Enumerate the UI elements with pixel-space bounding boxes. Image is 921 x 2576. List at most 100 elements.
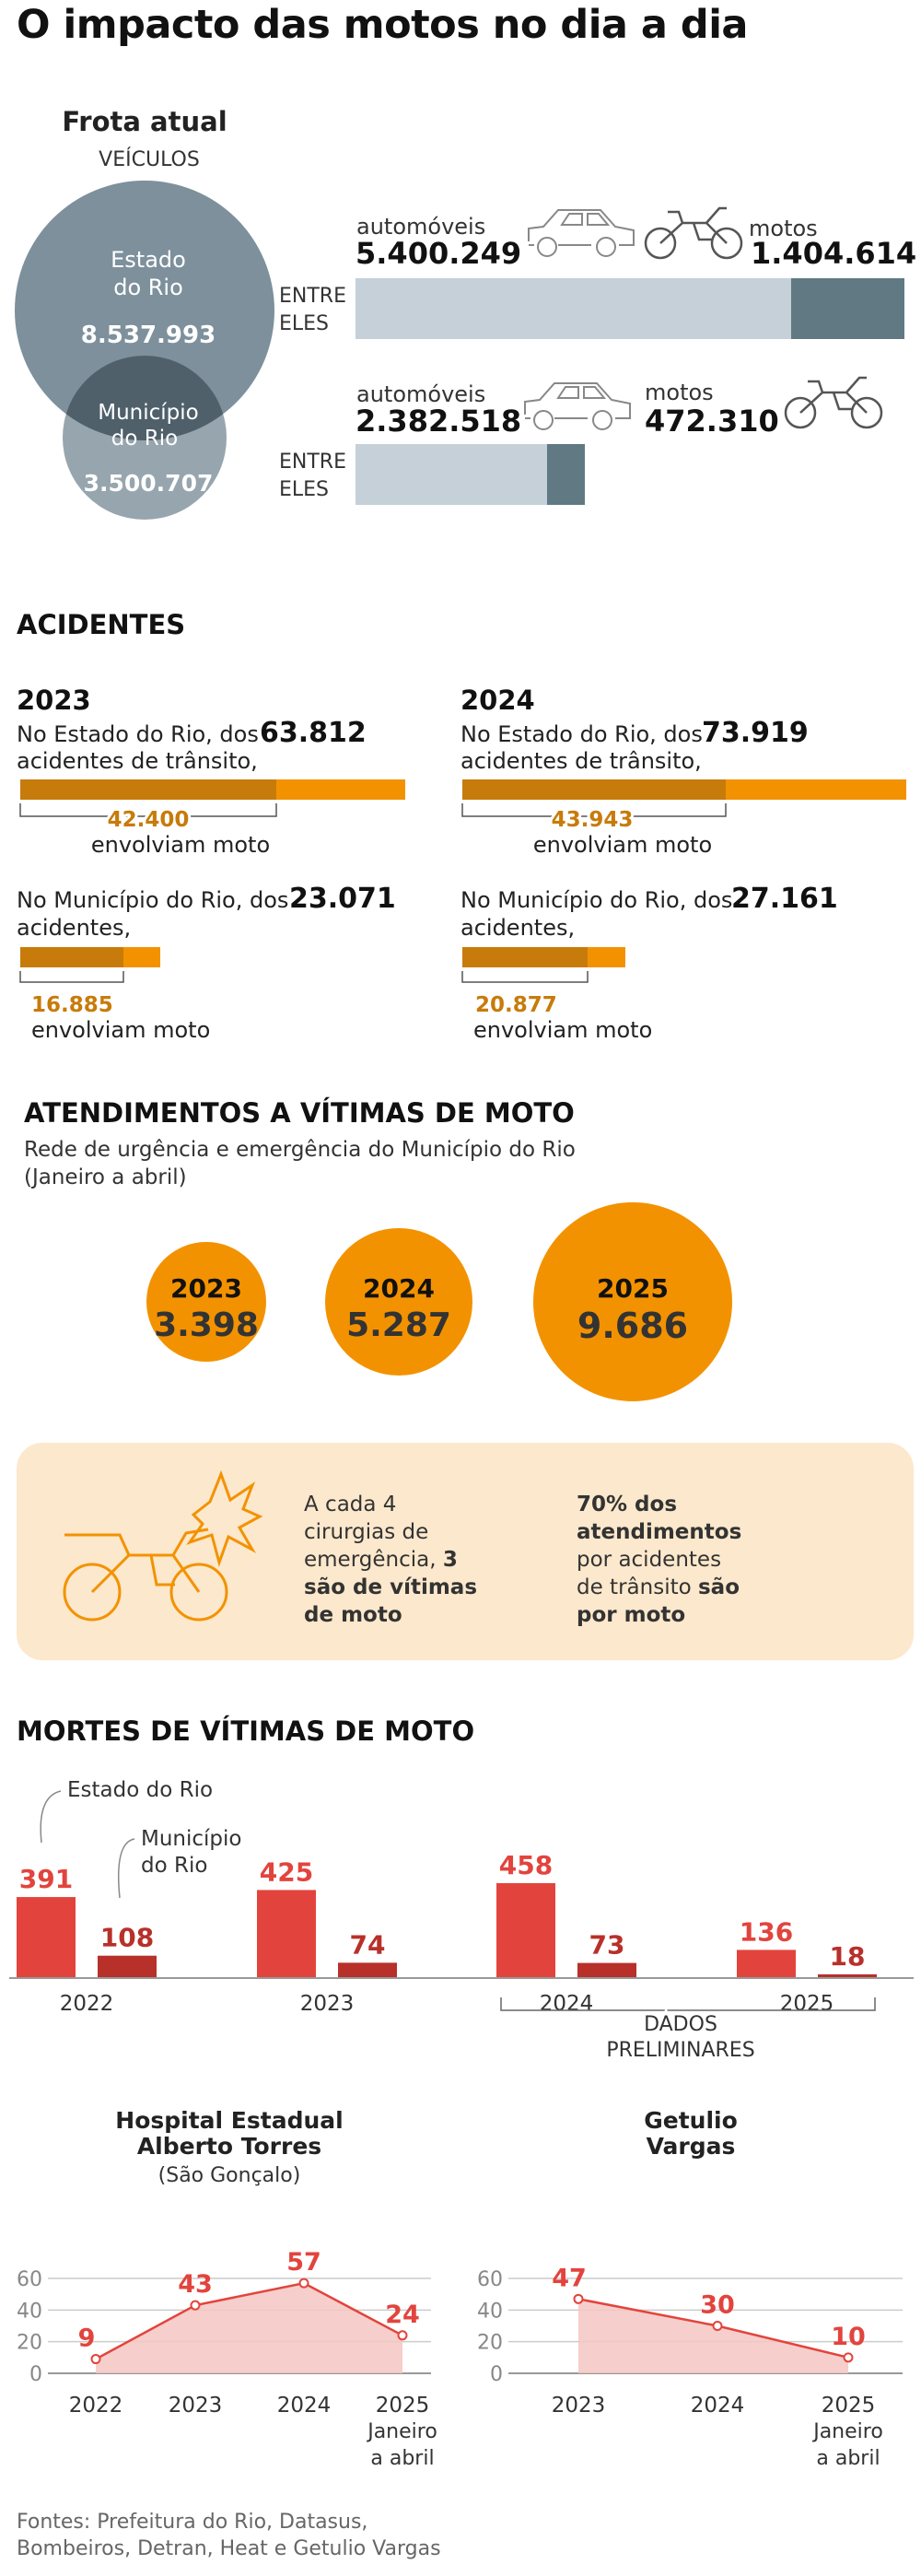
municipio-total: 3.500.707 [84,470,214,497]
municipio-label-1: Município [98,401,199,425]
mun-moto-2023: 16.885 [31,993,113,1017]
x-tick-label: 2023 [169,2394,223,2418]
data-label: 30 [700,2291,735,2320]
envolviam-2024: envolviam moto [533,832,712,858]
entre-label-2: ELES [279,478,329,501]
x-tick-label: 2024 [691,2394,745,2418]
y-tick-label: 0 [490,2363,503,2386]
data-point [397,2330,408,2341]
bar-value-label: 458 [499,1850,553,1880]
dados-label-1: DADOS [644,2013,717,2036]
mun-moto-bar-2024 [462,947,588,967]
bar-value-label: 425 [260,1856,313,1887]
estado-label-2: do Rio [113,275,183,300]
bar-estado-2022 [17,1897,76,1978]
bubble-year-2024: 2024 [363,1273,435,1304]
bar-municipio-2024 [577,1962,636,1978]
estado-auto-label: automóveis [356,214,485,240]
data-label: 43 [178,2270,213,2299]
estado-auto-value: 5.400.249 [356,236,521,271]
data-label: 57 [286,2248,321,2277]
estado-text2-2023: acidentes de trânsito, [17,748,258,774]
bubble-2023 [146,1242,266,1362]
box-right-line-1: 70% dos [577,1493,677,1516]
area-fill [578,2299,848,2373]
data-point [843,2352,854,2363]
municipio-auto-label: automóveis [356,381,485,407]
envolviam-mun-2024: envolviam moto [473,1017,652,1043]
estado-total: 8.537.993 [81,322,216,349]
y-tick-label: 60 [477,2268,503,2291]
estado-moto-bar-2024 [462,779,726,800]
bubble-value-2025: 9.686 [577,1306,688,1346]
legend-municipio-2: do Rio [141,1854,207,1878]
bar-value-label: 18 [830,1941,866,1972]
box-right-line-5: por moto [577,1603,685,1627]
bar-value-label: 108 [100,1923,154,1953]
municipio-moto-value: 472.310 [645,404,779,439]
bar-estado-2024 [496,1883,555,1978]
y-tick-label: 60 [17,2268,42,2291]
data-point [298,2277,309,2289]
box-right-line-4: de trânsito são [577,1575,740,1599]
page-title: O impacto das motos no dia a dia [17,2,748,48]
mun-text2-2024: acidentes, [460,915,575,941]
series-line [95,2281,403,2360]
x-tick-label: 2024 [277,2394,332,2418]
estado-moto-bar [791,278,904,339]
legend-estado: Estado do Rio [67,1778,213,1802]
estado-moto-value: 1.404.614 [751,236,916,271]
x-tick-label: 2025 [376,2394,430,2418]
legend-municipio-pointer [117,1838,135,1899]
estado-text2-2024: acidentes de trânsito, [460,748,702,774]
frota-heading: Frota atual [62,106,227,137]
bubble-2024 [325,1228,472,1376]
moto-crash-icon [63,1469,263,1622]
bubble-value-2024: 5.287 [346,1306,451,1344]
acidentes-heading: ACIDENTES [17,609,185,640]
legend-municipio-1: Município [141,1827,242,1851]
estado-total-2023: 63.812 [260,717,367,749]
mortes-heading: MORTES DE VÍTIMAS DE MOTO [17,1715,474,1747]
data-point [712,2321,723,2331]
y-tick-label: 0 [29,2363,42,2386]
municipio-auto-bar [356,444,547,505]
dados-label-2: PRELIMINARES [606,2039,754,2062]
entre-label-1: ENTRE [279,451,346,474]
hospital-2-title-1: Getulio [644,2107,738,2134]
bar-value-label: 73 [589,1930,625,1961]
x-tick-label: 2025 [822,2394,876,2418]
hospital-charts: Hospital Estadual Alberto Torres (São Go… [17,2107,903,2470]
mortes-chart: MORTES DE VÍTIMAS DE MOTO Estado do Rio … [9,1715,914,2062]
area-fill [96,2283,402,2373]
estado-text-2023: No Estado do Rio, dos [17,721,259,747]
abril-label-1: a abril [370,2447,434,2470]
envolviam-mun-2023: envolviam moto [31,1017,210,1043]
bracket [461,803,727,817]
hospital-2-title-2: Vargas [647,2133,736,2160]
bar-estado-2025 [737,1950,796,1978]
box-left-line-1: A cada 4 [304,1493,396,1516]
bracket [19,803,277,817]
data-label: 47 [552,2264,587,2292]
mun-moto-bar-2023 [20,947,123,967]
info-box [17,1443,914,1660]
municipio-moto-label: motos [645,380,714,405]
y-tick-label: 40 [17,2300,42,2323]
year-2023: 2023 [17,685,91,716]
bracket [19,971,124,983]
x-tick-label: 2024 [540,1992,594,2016]
sources-line-2: Bombeiros, Detran, Heat e Getulio Vargas [17,2537,441,2560]
municipio-label-2: do Rio [111,427,178,451]
y-tick-label: 40 [477,2300,503,2323]
x-tick-label: 2022 [69,2394,123,2418]
mun-total-2023: 23.071 [289,883,396,915]
dados-preliminares-bracket [500,1997,876,2011]
x-tick-label: 2022 [60,1992,114,2016]
box-left-line-2: cirurgias de [304,1520,428,1544]
mun-text-2024: No Município do Rio, dos [460,887,732,913]
year-2024: 2024 [460,685,535,716]
bar-value-label: 74 [350,1929,386,1960]
entre-label-2: ELES [279,312,329,335]
mun-moto-2024: 20.877 [475,993,557,1017]
